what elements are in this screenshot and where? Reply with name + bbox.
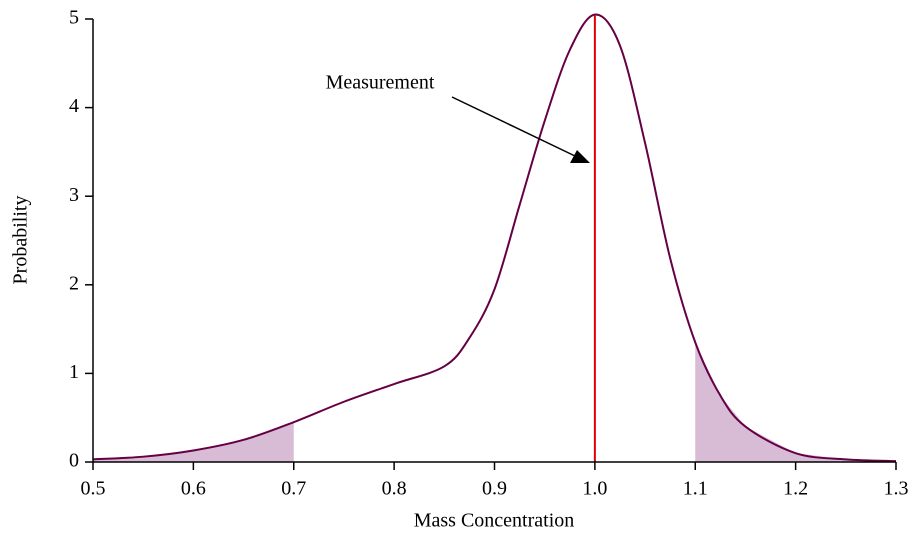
x-tick-label: 1.3 bbox=[884, 478, 909, 500]
x-tick-label: 1.0 bbox=[582, 478, 607, 500]
annotation-arrow bbox=[451, 96, 576, 157]
x-tick-label: 1.2 bbox=[783, 478, 808, 500]
x-tick-label: 0.8 bbox=[382, 478, 407, 500]
y-tick-label: 3 bbox=[69, 184, 79, 206]
x-tick-label: 0.9 bbox=[482, 478, 507, 500]
y-tick-label: 4 bbox=[69, 95, 79, 117]
x-axis-title: Mass Concentration bbox=[414, 510, 575, 532]
density-curve bbox=[92, 13, 897, 463]
x-tick-label: 0.6 bbox=[181, 478, 206, 500]
x-tick-label: 0.5 bbox=[81, 478, 106, 500]
y-tick-label: 0 bbox=[69, 450, 79, 472]
x-tick-label: 0.7 bbox=[281, 478, 306, 500]
y-tick-label: 1 bbox=[69, 361, 79, 383]
shaded-area bbox=[93, 422, 294, 462]
y-tick-label: 2 bbox=[69, 272, 79, 294]
arrow-head bbox=[570, 150, 590, 163]
x-tick-label: 1.1 bbox=[683, 478, 708, 500]
shaded-area bbox=[695, 342, 896, 462]
y-axis-title: Probability bbox=[10, 196, 32, 285]
annotation-label: Measurement bbox=[326, 72, 435, 94]
y-tick-label: 5 bbox=[69, 7, 79, 29]
